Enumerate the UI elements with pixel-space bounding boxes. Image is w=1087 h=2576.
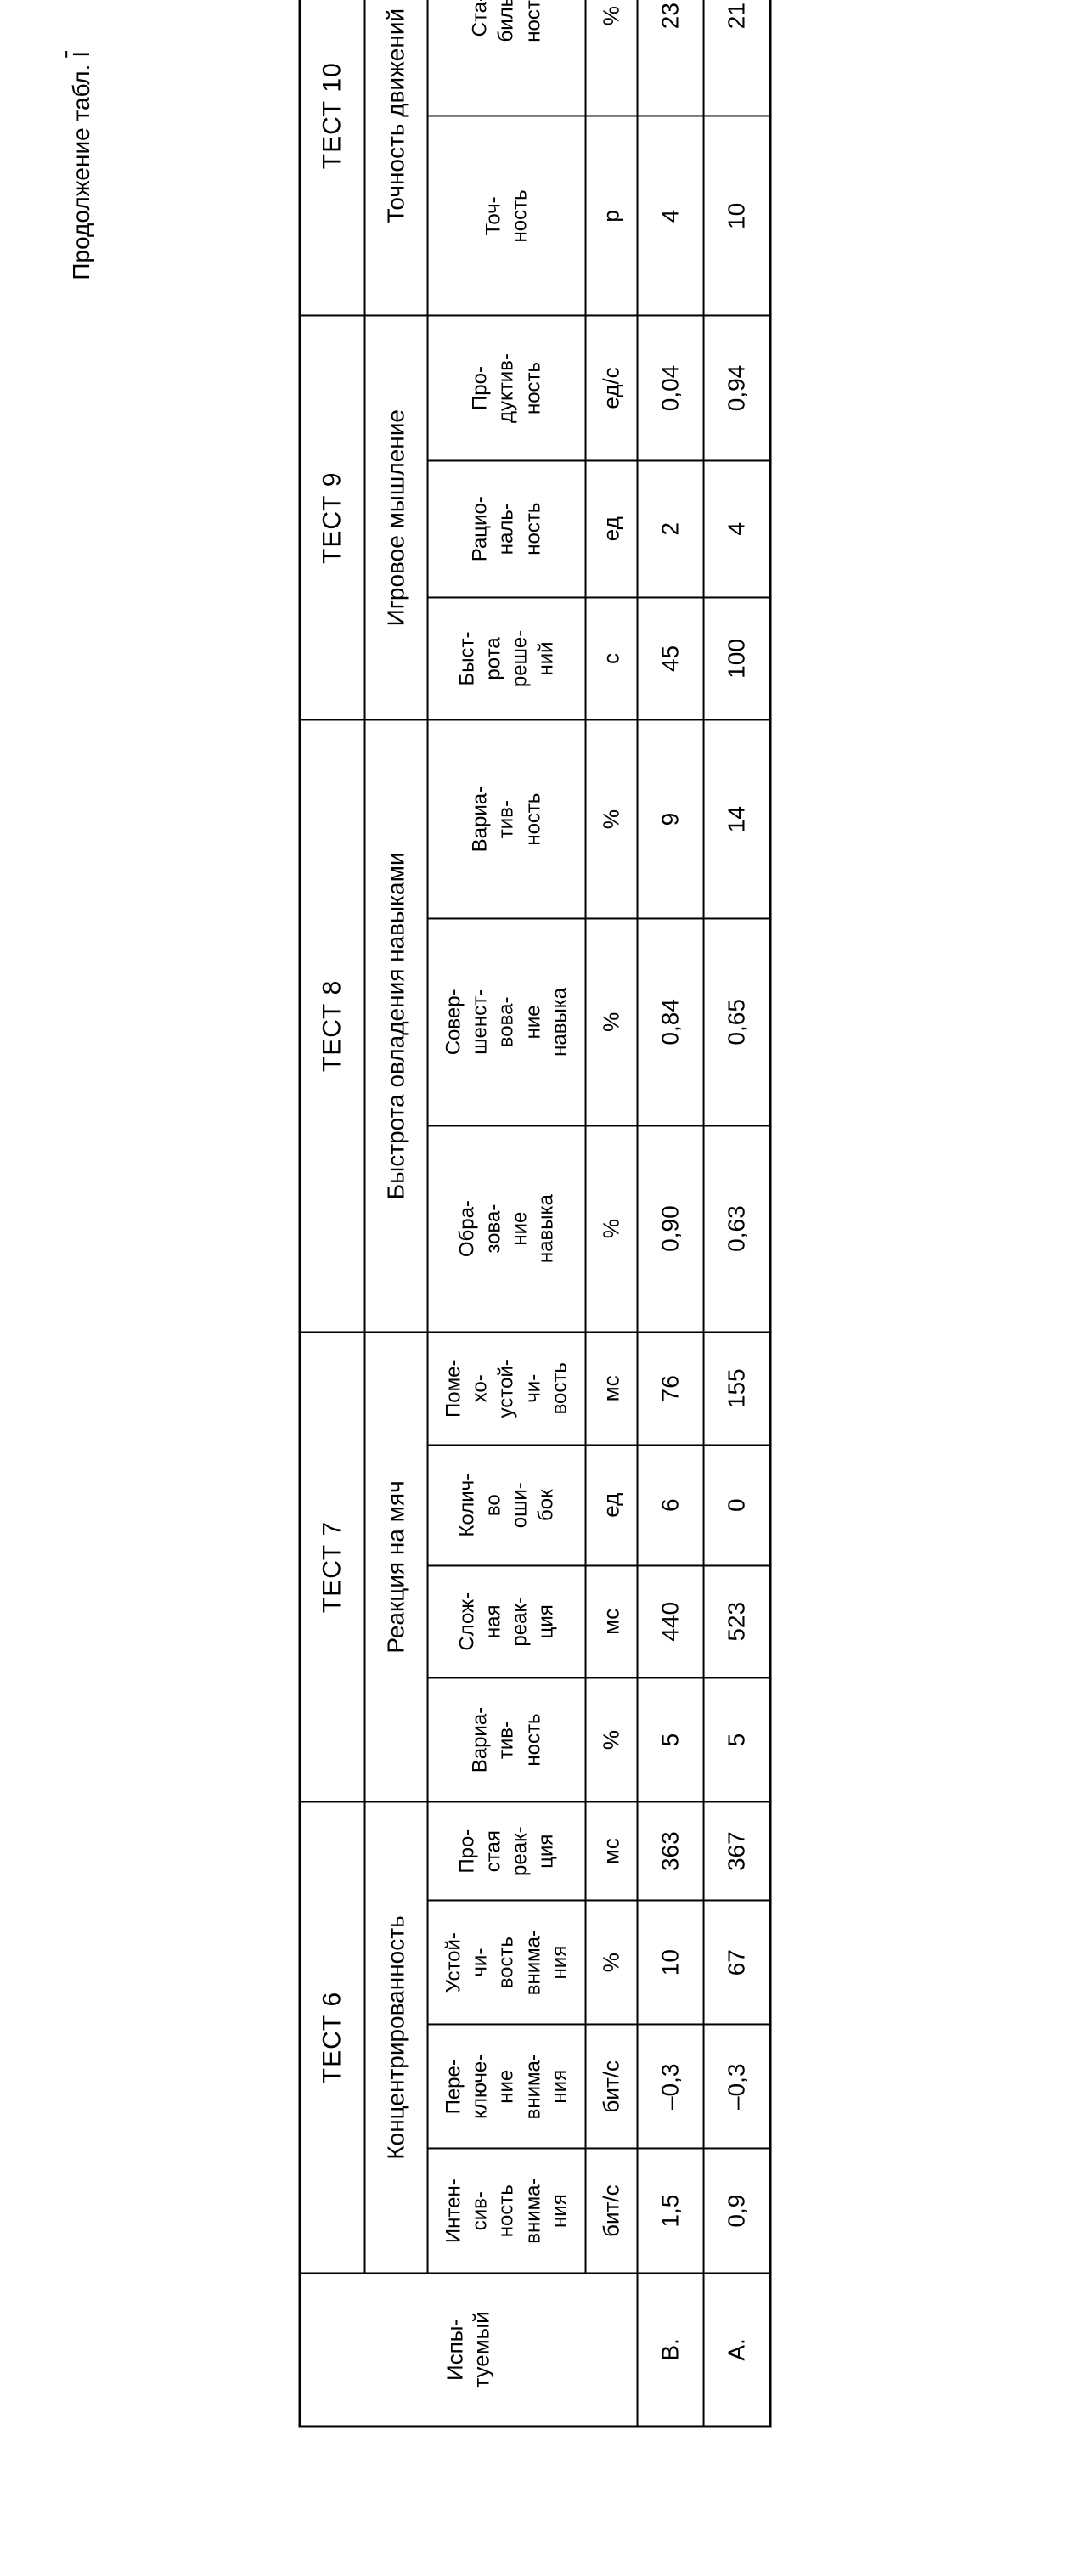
- cell-0-14: 0,04: [637, 316, 703, 460]
- metric-14: Про- дуктив- ность: [428, 316, 586, 460]
- metric-9: Обра- зова- ние навыка: [428, 1125, 586, 1332]
- group7-header: Реакция на мяч: [365, 1332, 428, 1801]
- data-row-0: В. 1,5 –0,3 10 363 5 440 6 76 0,90 0,84 …: [637, 0, 703, 2427]
- unit-2: бит/с: [585, 2025, 637, 2149]
- test7-header: ТЕСТ 7: [300, 1332, 365, 1801]
- group8-header: Быстрота овладения навыками: [365, 719, 428, 1332]
- metric-16: Ста- биль- ность: [428, 0, 586, 116]
- data-row-1: А. 0,9 –0,3 67 367 5 523 0 155 0,63 0,65…: [703, 0, 770, 2427]
- metric-4: Про- стая реак- ция: [428, 1802, 586, 1901]
- unit-13: ед: [585, 460, 637, 597]
- unit-10: %: [585, 919, 637, 1125]
- cell-0-6: 440: [637, 1565, 703, 1677]
- metric-11: Вариа- тив- ность: [428, 719, 586, 918]
- cell-1-4: 367: [703, 1802, 770, 1901]
- metric-15: Точ- ность: [428, 116, 586, 316]
- data-table: Испы- туемый ТЕСТ 6 ТЕСТ 7 ТЕСТ 8 ТЕСТ 9…: [299, 0, 772, 2427]
- cell-0-8: 76: [637, 1332, 703, 1445]
- metric-5: Вариа- тив- ность: [428, 1677, 586, 1801]
- metric-10: Совер- шенст- вова- ние навыка: [428, 919, 586, 1125]
- cell-1-11: 14: [703, 719, 770, 918]
- metric-7: Колич- во оши- бок: [428, 1445, 586, 1565]
- unit-6: мс: [585, 1565, 637, 1677]
- metric-1: Интен- сив- ность внима- ния: [428, 2149, 586, 2273]
- table-caption: Продолжение табл. I: [68, 51, 95, 280]
- group10-header: Точность движений: [365, 0, 428, 316]
- cell-1-8: 155: [703, 1332, 770, 1445]
- unit-1: бит/с: [585, 2149, 637, 2273]
- cell-0-9: 0,90: [637, 1125, 703, 1332]
- group-header-row: Концентрированность Реакция на мяч Быстр…: [365, 0, 428, 2427]
- unit-7: ед: [585, 1445, 637, 1565]
- metric-8: Поме- хо- устой- чи- вость: [428, 1332, 586, 1445]
- cell-0-7: 6: [637, 1445, 703, 1565]
- cell-1-15: 10: [703, 116, 770, 316]
- cell-0-2: –0,3: [637, 2025, 703, 2149]
- cell-0-4: 363: [637, 1802, 703, 1901]
- unit-9: %: [585, 1125, 637, 1332]
- metric-13: Рацио- наль- ность: [428, 460, 586, 597]
- cell-0-1: 1,5: [637, 2149, 703, 2273]
- metric-2: Пере- ключе- ние внима- ния: [428, 2025, 586, 2149]
- test-header-row: Испы- туемый ТЕСТ 6 ТЕСТ 7 ТЕСТ 8 ТЕСТ 9…: [300, 0, 365, 2427]
- cell-1-12: 100: [703, 597, 770, 719]
- unit-5: %: [585, 1677, 637, 1801]
- subject-header: Испы- туемый: [300, 2273, 637, 2427]
- cell-0-3: 10: [637, 1901, 703, 2025]
- group6-header: Концентрированность: [365, 1802, 428, 2274]
- cell-0-12: 45: [637, 597, 703, 719]
- metric-6: Слож- ная реак- ция: [428, 1565, 586, 1677]
- unit-12: с: [585, 597, 637, 719]
- unit-14: ед/с: [585, 316, 637, 460]
- caption-prefix: Продолжение табл.: [68, 58, 94, 280]
- cell-0-16: 23: [637, 0, 703, 116]
- cell-0-13: 2: [637, 460, 703, 597]
- subject-0: В.: [637, 2273, 703, 2427]
- unit-3: %: [585, 1901, 637, 2025]
- test9-header: ТЕСТ 9: [300, 316, 365, 720]
- cell-1-16: 21: [703, 0, 770, 116]
- unit-8: мс: [585, 1332, 637, 1445]
- test6-header: ТЕСТ 6: [300, 1802, 365, 2274]
- cell-0-10: 0,84: [637, 919, 703, 1125]
- cell-0-15: 4: [637, 116, 703, 316]
- cell-1-7: 0: [703, 1445, 770, 1565]
- cell-1-3: 67: [703, 1901, 770, 2025]
- cell-1-6: 523: [703, 1565, 770, 1677]
- unit-16: %: [585, 0, 637, 116]
- metric-header-row: Интен- сив- ность внима- ния Пере- ключе…: [428, 0, 586, 2427]
- unit-row: бит/с бит/с % мс % мс ед мс % % % с ед е…: [585, 0, 637, 2427]
- cell-1-2: –0,3: [703, 2025, 770, 2149]
- unit-15: р: [585, 116, 637, 316]
- test10-header: ТЕСТ 10: [300, 0, 365, 316]
- subject-1: А.: [703, 2273, 770, 2427]
- cell-1-9: 0,63: [703, 1125, 770, 1332]
- metric-12: Быст- рота реше- ний: [428, 597, 586, 719]
- unit-11: %: [585, 719, 637, 918]
- group9-header: Игровое мышление: [365, 316, 428, 720]
- cell-0-5: 5: [637, 1677, 703, 1801]
- caption-number: I: [68, 51, 94, 58]
- cell-1-1: 0,9: [703, 2149, 770, 2273]
- table-container: Испы- туемый ТЕСТ 6 ТЕСТ 7 ТЕСТ 8 ТЕСТ 9…: [299, 0, 772, 2427]
- cell-1-14: 0,94: [703, 316, 770, 460]
- cell-1-5: 5: [703, 1677, 770, 1801]
- test8-header: ТЕСТ 8: [300, 719, 365, 1332]
- cell-0-11: 9: [637, 719, 703, 918]
- unit-4: мс: [585, 1802, 637, 1901]
- cell-1-13: 4: [703, 460, 770, 597]
- cell-1-10: 0,65: [703, 919, 770, 1125]
- metric-3: Устой- чи- вость внима- ния: [428, 1901, 586, 2025]
